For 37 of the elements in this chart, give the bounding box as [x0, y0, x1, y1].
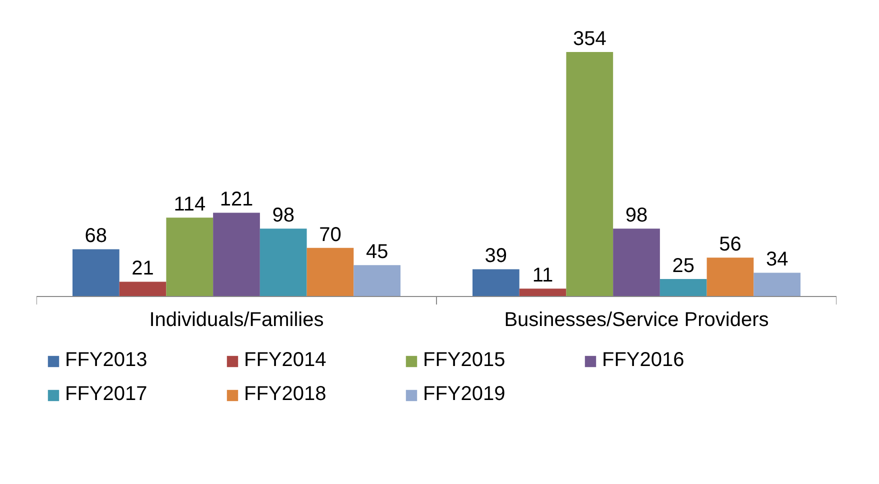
- data-label: 98: [625, 204, 648, 226]
- legend-label: FFY2013: [65, 349, 148, 372]
- data-label: 70: [319, 224, 342, 246]
- bar: [119, 282, 166, 296]
- data-label: 21: [132, 258, 154, 280]
- data-label: 56: [719, 233, 742, 256]
- bar: [660, 278, 707, 296]
- bar: [260, 228, 307, 296]
- data-label: 34: [766, 248, 788, 271]
- bar: [72, 249, 120, 296]
- bar: [306, 248, 354, 296]
- data-label: 45: [366, 241, 388, 264]
- data-label: 354: [572, 28, 606, 50]
- data-label: 114: [174, 193, 206, 216]
- data-label: 11: [532, 264, 554, 286]
- x-tick-label: Individuals/Families: [149, 309, 324, 332]
- bar: [613, 228, 660, 296]
- bar: [472, 269, 520, 296]
- bar: [519, 288, 566, 296]
- bar: [754, 272, 800, 296]
- legend-label: FFY2014: [244, 349, 328, 372]
- data-label: 39: [484, 245, 508, 268]
- legend-label: FFY2017: [65, 383, 148, 406]
- legend-label: FFY2015: [423, 349, 506, 372]
- legend-label: FFY2019: [423, 383, 506, 406]
- bar: [566, 52, 614, 296]
- x-tick-label: Businesses/Service Providers: [504, 309, 769, 332]
- data-label: 98: [272, 204, 294, 226]
- bar: [213, 212, 260, 296]
- data-label: 68: [84, 225, 108, 248]
- legend-label: FFY2016: [602, 349, 686, 372]
- bar: [166, 218, 214, 296]
- bar: [354, 265, 400, 296]
- data-label: 25: [672, 254, 694, 277]
- data-label: 121: [220, 188, 254, 211]
- legend-label: FFY2018: [244, 383, 328, 406]
- bar: [706, 258, 754, 296]
